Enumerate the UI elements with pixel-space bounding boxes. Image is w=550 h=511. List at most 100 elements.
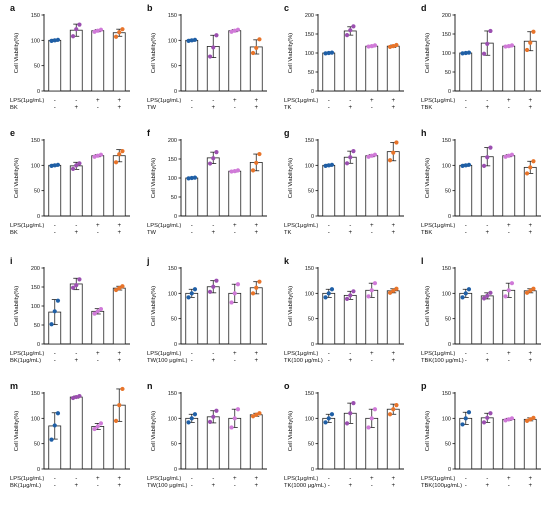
data-point xyxy=(329,412,335,417)
data-point xyxy=(394,403,399,408)
data-point xyxy=(92,426,97,432)
data-point xyxy=(509,152,515,157)
y-tick-label: 150 xyxy=(305,266,314,272)
condition-sign: + xyxy=(528,97,532,104)
condition-sign: - xyxy=(328,350,330,357)
condition-sign: - xyxy=(54,229,56,236)
data-point xyxy=(77,277,82,282)
condition-label: LPS(1μg/mL) xyxy=(147,476,181,482)
panel-letter: m xyxy=(10,381,18,391)
bar xyxy=(365,289,379,345)
bar xyxy=(459,52,473,92)
bar xyxy=(185,39,199,92)
data-point xyxy=(488,145,493,150)
data-point xyxy=(254,160,259,165)
data-point xyxy=(323,51,328,56)
y-tick-label: 150 xyxy=(168,266,177,272)
data-point xyxy=(211,284,216,289)
data-point xyxy=(55,162,61,167)
data-point xyxy=(503,294,508,299)
data-point xyxy=(506,44,511,49)
data-point xyxy=(351,24,356,29)
data-point xyxy=(351,149,356,154)
data-point xyxy=(481,296,487,301)
bar xyxy=(502,155,516,217)
data-point xyxy=(254,285,259,290)
condition-sign: + xyxy=(117,475,121,482)
data-point xyxy=(192,287,198,292)
y-tick-label: 100 xyxy=(305,163,314,169)
y-tick-label: 0 xyxy=(37,89,40,95)
condition-sign: + xyxy=(74,482,78,489)
data-point xyxy=(52,309,57,314)
data-point xyxy=(524,47,530,53)
data-point xyxy=(214,150,219,155)
bar xyxy=(343,156,357,217)
data-point xyxy=(391,150,396,155)
data-point xyxy=(326,50,331,56)
bar xyxy=(459,164,473,217)
condition-sign: + xyxy=(211,229,215,236)
y-tick-label: 0 xyxy=(311,342,314,348)
condition-sign: - xyxy=(54,357,56,364)
data-point xyxy=(98,421,104,426)
data-point xyxy=(117,286,122,291)
data-point xyxy=(509,43,515,48)
bar xyxy=(459,292,473,345)
condition-sign: + xyxy=(74,229,78,236)
data-point xyxy=(460,51,465,56)
condition-sign: - xyxy=(54,97,56,104)
condition-sign: + xyxy=(254,222,258,229)
condition-sign: - xyxy=(97,482,99,489)
condition-sign: - xyxy=(465,482,467,489)
y-tick-label: 50 xyxy=(171,195,177,201)
data-point xyxy=(488,28,493,34)
data-point xyxy=(369,416,374,421)
data-point xyxy=(214,278,219,283)
data-point xyxy=(366,44,371,49)
data-point xyxy=(74,27,79,32)
condition-sign: - xyxy=(97,104,99,111)
data-point xyxy=(113,160,119,165)
y-tick-label: 100 xyxy=(442,163,451,169)
bar xyxy=(69,165,83,217)
bar xyxy=(206,286,220,345)
y-axis-label: Cell Viability(%) xyxy=(14,33,20,74)
condition-sign: + xyxy=(211,104,215,111)
y-tick-label: 150 xyxy=(305,138,314,144)
condition-sign: + xyxy=(348,229,352,236)
y-tick-label: 200 xyxy=(168,138,177,144)
data-point xyxy=(466,287,472,292)
condition-sign: + xyxy=(117,97,121,104)
data-point xyxy=(509,281,515,286)
data-point xyxy=(214,33,219,38)
condition-sign: + xyxy=(391,475,395,482)
condition-sign: + xyxy=(528,350,532,357)
y-tick-label: 50 xyxy=(308,442,314,448)
condition-sign: + xyxy=(96,350,100,357)
y-tick-label: 100 xyxy=(305,51,314,57)
data-point xyxy=(186,420,191,425)
condition-label: TK xyxy=(284,230,292,236)
condition-sign: - xyxy=(75,475,77,482)
data-point xyxy=(77,393,82,399)
bar xyxy=(69,396,83,470)
condition-label: LPS(1μg/mL) xyxy=(284,98,318,104)
panel-letter: h xyxy=(421,128,427,138)
data-point xyxy=(329,287,335,292)
y-tick-label: 100 xyxy=(442,416,451,422)
data-point xyxy=(481,51,487,56)
y-tick-label: 50 xyxy=(171,317,177,323)
condition-sign: + xyxy=(370,350,374,357)
panel-letter: d xyxy=(421,3,427,13)
data-point xyxy=(95,424,100,429)
y-tick-label: 50 xyxy=(445,442,451,448)
bar xyxy=(322,417,336,470)
condition-sign: - xyxy=(465,222,467,229)
condition-sign: + xyxy=(391,222,395,229)
data-point xyxy=(250,50,256,56)
data-point xyxy=(74,283,79,288)
data-point xyxy=(74,394,79,400)
bar xyxy=(502,418,516,470)
